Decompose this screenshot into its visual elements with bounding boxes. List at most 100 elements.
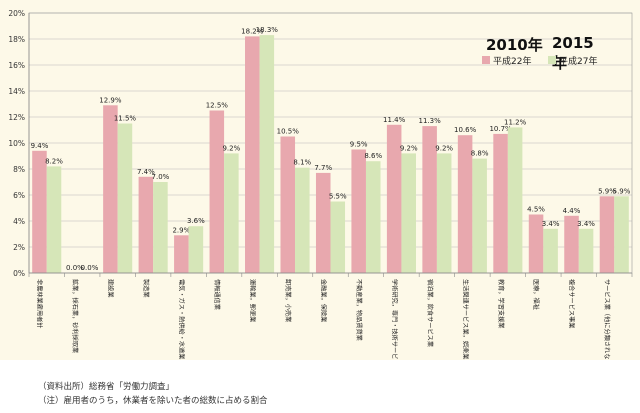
bar-2010 [209, 110, 225, 273]
y-tick-label: 4% [13, 217, 25, 226]
bar-2010 [493, 133, 508, 273]
data-label: 3.4% [577, 220, 595, 228]
category-label: 情報通信業 [213, 279, 221, 310]
bar-2010 [103, 105, 118, 273]
category-label: 電気・ガス・熱供給・水道業 [178, 279, 186, 359]
bar-2010 [138, 176, 154, 273]
bar-2010 [245, 36, 260, 274]
data-label: 2.9% [172, 226, 190, 234]
legend-2015-era: 平成27年 [559, 57, 598, 67]
bar-2015 [330, 201, 346, 273]
legend-2015-swatch [548, 56, 556, 64]
chart-area: 0% 2% 4% 6% 8% 10% 12% 14% 16% 18% 20% 9.4% 0.0% 12.9… [0, 0, 640, 360]
bar-2015 [117, 123, 133, 273]
category-label: 卸売業，小売業 [284, 279, 292, 322]
bar-2015 [472, 158, 487, 273]
data-label: 9.2% [435, 144, 453, 152]
data-label: 3.4% [542, 220, 560, 228]
data-label: 5.5% [329, 193, 347, 201]
data-label: 12.9% [99, 96, 122, 104]
data-label: 8.1% [293, 159, 311, 167]
data-label: 4.5% [527, 206, 545, 214]
legend-2010-era: 平成22年 [493, 57, 532, 67]
bar-2010 [174, 235, 189, 273]
data-label: 7.0% [152, 173, 170, 181]
data-label: 11.3% [419, 117, 442, 125]
data-label: 11.5% [114, 115, 137, 123]
data-label: 8.2% [45, 157, 63, 165]
bar-2015 [224, 153, 239, 273]
category-label: 鉱業，採石業，砂利採取業 [71, 279, 79, 353]
category-label: 学術研究，専門・技術サービス業 [390, 279, 398, 360]
data-label: 9.2% [400, 144, 418, 152]
y-tick-label: 12% [8, 113, 25, 122]
bar-2015 [507, 127, 523, 274]
category-label: 医療，福祉 [532, 279, 540, 310]
bar-2015 [436, 153, 452, 273]
data-label: 7.7% [314, 164, 332, 172]
category-label: 複合サービス事業 [568, 279, 576, 329]
y-tick-label: 16% [8, 61, 25, 70]
data-label: 4.4% [563, 207, 581, 215]
data-label: 10.6% [454, 126, 477, 134]
bar-2010 [528, 214, 544, 273]
data-label: 10.7% [489, 125, 512, 133]
data-label: 18.2% [241, 27, 264, 35]
category-label: 金融業，保険業 [319, 279, 327, 322]
data-label: 11.4% [383, 116, 406, 124]
data-label: 0.0% [81, 264, 99, 272]
bar-2015 [578, 228, 594, 273]
bar-2015 [46, 166, 62, 273]
y-tick-label: 18% [8, 35, 25, 44]
category-label: 非農林業雇用者計 [36, 279, 44, 329]
bar-2015 [153, 182, 168, 273]
bar-2010 [32, 150, 47, 273]
bar-2010 [599, 196, 615, 273]
y-tick-label: 2% [13, 243, 25, 252]
bar-2010 [386, 124, 402, 273]
bar-2010 [280, 136, 296, 273]
category-label: 運輸業，郵便業 [248, 279, 256, 322]
bar-2010 [422, 126, 437, 273]
bar-2015 [401, 153, 416, 273]
y-tick-label: 10% [8, 139, 25, 148]
bar-2010 [351, 149, 366, 273]
data-label: 9.5% [350, 141, 368, 149]
data-label: 18.3% [256, 26, 279, 34]
y-tick-label: 14% [8, 87, 25, 96]
bar-2010 [315, 172, 331, 273]
bar-2015 [295, 167, 310, 273]
category-label: 建設業 [107, 279, 115, 298]
legend-2010-year: 2010年 [486, 36, 543, 54]
data-label: 3.6% [187, 217, 205, 225]
data-label: 11.2% [504, 118, 527, 126]
data-label: 10.5% [277, 128, 300, 136]
y-tick-label: 6% [13, 191, 25, 200]
y-tick-label: 0% [13, 269, 25, 278]
category-label: 宿泊業，飲食サービス業 [426, 279, 434, 347]
data-label: 8.6% [364, 152, 382, 160]
y-tick-label: 20% [8, 9, 25, 18]
legend: 2010年 2015年 平成22年 平成27年 [478, 34, 608, 72]
legend-2010-swatch [482, 56, 490, 64]
category-label: 教育，学習支援業 [497, 279, 505, 328]
data-label: 5.9% [613, 187, 631, 195]
data-label: 9.4% [31, 142, 49, 150]
bar-chart: 0% 2% 4% 6% 8% 10% 12% 14% 16% 18% 20% 9.4% 0.0% 12.9… [8, 9, 633, 360]
category-label: 不動産業，物品賃貸業 [355, 279, 363, 341]
bar-2010 [457, 135, 473, 273]
footnote: （注）雇用者のうち，休業者を除いた者の総数に占める割合 [38, 396, 268, 406]
data-label: 7.4% [137, 168, 155, 176]
bar-2015 [259, 35, 275, 273]
data-label: 8.8% [471, 150, 489, 158]
bar-2015 [614, 196, 629, 273]
category-label: サービス業（他に分類されないもの） [603, 279, 611, 360]
plot-border [28, 12, 633, 274]
bar-2015 [543, 228, 558, 273]
bar-2015 [188, 226, 204, 273]
data-label: 12.5% [206, 102, 229, 110]
y-tick-label: 8% [13, 165, 25, 174]
category-label: 生活関連サービス業，娯楽業 [461, 279, 469, 359]
data-label: 9.2% [222, 144, 240, 152]
category-label: 製造業 [142, 279, 150, 298]
